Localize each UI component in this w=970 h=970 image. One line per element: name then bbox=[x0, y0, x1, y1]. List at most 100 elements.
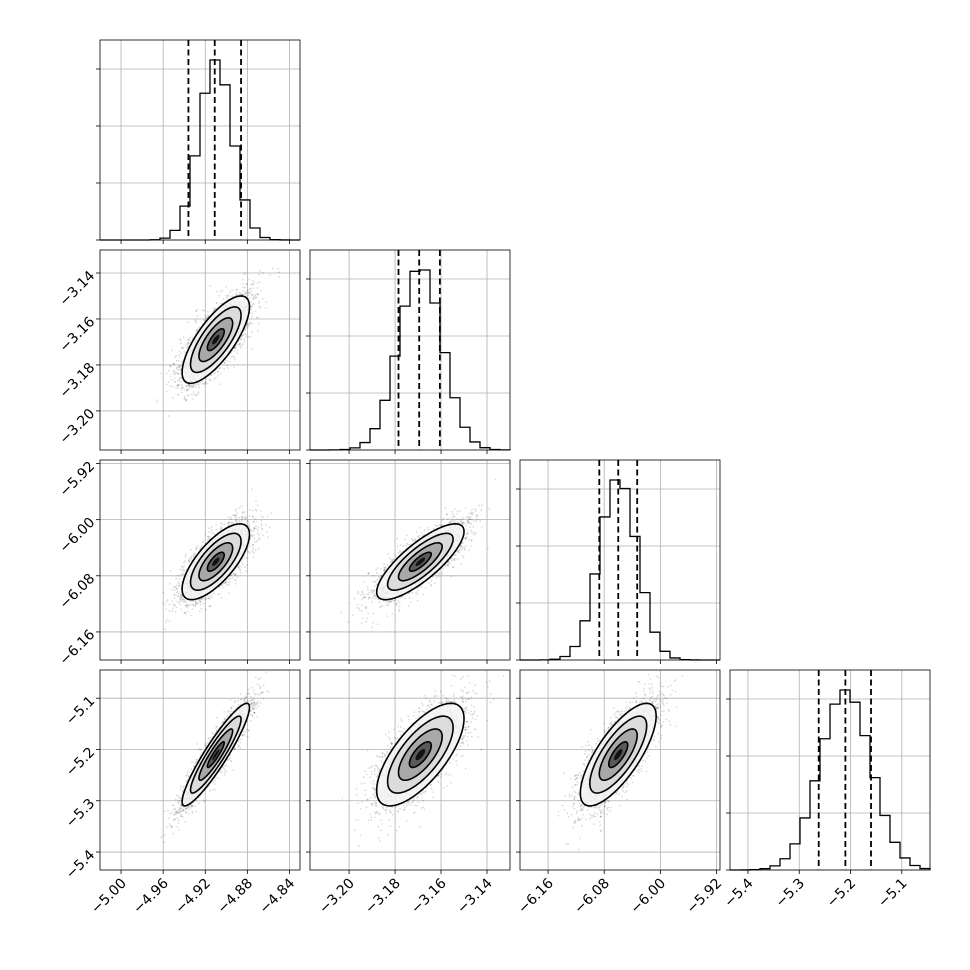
sample-point bbox=[178, 378, 181, 381]
sample-point bbox=[185, 385, 188, 388]
sample-point bbox=[182, 598, 184, 600]
sample-point bbox=[242, 283, 245, 285]
sample-point bbox=[234, 519, 237, 522]
sample-point bbox=[225, 582, 227, 585]
sample-point bbox=[180, 385, 183, 387]
sample-point bbox=[197, 381, 200, 384]
sample-point bbox=[241, 293, 244, 296]
sample-point bbox=[188, 384, 191, 387]
histogram-3 bbox=[520, 479, 720, 661]
sample-point bbox=[175, 586, 178, 589]
sample-point bbox=[178, 383, 181, 386]
sample-point bbox=[196, 308, 199, 311]
sample-point bbox=[220, 528, 223, 530]
sample-point bbox=[195, 393, 198, 396]
sample-point bbox=[244, 272, 247, 274]
sample-point bbox=[178, 366, 181, 369]
sample-point bbox=[185, 604, 188, 607]
sample-point bbox=[187, 343, 189, 346]
sample-point bbox=[177, 384, 180, 386]
sample-point bbox=[178, 365, 181, 367]
sample-point bbox=[186, 346, 189, 349]
sample-point bbox=[244, 293, 246, 295]
sample-point bbox=[270, 512, 272, 514]
sample-point bbox=[210, 374, 212, 377]
sample-point bbox=[249, 335, 252, 338]
sample-point bbox=[251, 330, 254, 333]
sample-point bbox=[192, 383, 195, 386]
sample-point bbox=[193, 552, 196, 554]
sample-point bbox=[235, 294, 238, 296]
sample-point bbox=[239, 572, 242, 574]
sample-point bbox=[213, 308, 216, 310]
sample-point bbox=[194, 547, 197, 550]
sample-point bbox=[186, 394, 189, 397]
sample-point bbox=[193, 393, 196, 396]
sample-point bbox=[197, 392, 200, 395]
sample-point bbox=[223, 367, 226, 370]
sample-point bbox=[173, 380, 176, 383]
sample-point bbox=[219, 383, 222, 386]
sample-point bbox=[215, 523, 218, 526]
sample-point bbox=[239, 293, 242, 295]
sample-point bbox=[183, 612, 186, 614]
sample-point bbox=[234, 578, 236, 581]
sample-point bbox=[192, 604, 195, 606]
sample-point bbox=[200, 381, 203, 384]
sample-point bbox=[188, 336, 191, 339]
sample-point bbox=[220, 522, 222, 524]
sample-point bbox=[228, 521, 231, 524]
sample-point bbox=[260, 515, 263, 518]
sample-point bbox=[255, 316, 258, 319]
sample-point bbox=[236, 349, 239, 351]
sample-point bbox=[195, 310, 198, 313]
sample-point bbox=[251, 348, 254, 350]
sample-point bbox=[252, 287, 255, 290]
sample-point bbox=[224, 581, 227, 584]
sample-point bbox=[236, 352, 239, 355]
sample-point bbox=[180, 573, 183, 576]
sample-point bbox=[242, 293, 244, 296]
sample-point bbox=[220, 596, 223, 599]
sample-point bbox=[208, 597, 210, 600]
sample-point bbox=[266, 531, 269, 533]
sample-point bbox=[250, 308, 253, 311]
sample-point bbox=[178, 592, 180, 595]
sample-point bbox=[225, 296, 228, 299]
sample-point bbox=[232, 572, 235, 575]
sample-point bbox=[181, 572, 184, 575]
sample-point bbox=[268, 526, 271, 529]
sample-point bbox=[176, 384, 179, 387]
sample-point bbox=[247, 292, 250, 294]
sample-point bbox=[217, 374, 220, 377]
sample-point bbox=[175, 367, 178, 369]
sample-point bbox=[240, 515, 243, 518]
sample-point bbox=[181, 346, 184, 349]
sample-point bbox=[173, 589, 176, 591]
sample-point bbox=[251, 535, 254, 538]
sample-point bbox=[180, 377, 183, 380]
sample-point bbox=[171, 385, 174, 388]
sample-point bbox=[213, 377, 216, 380]
sample-point bbox=[247, 335, 250, 338]
sample-point bbox=[250, 284, 253, 286]
sample-point bbox=[257, 526, 260, 528]
sample-point bbox=[204, 315, 207, 317]
sample-point bbox=[173, 594, 176, 596]
sample-point bbox=[192, 600, 195, 602]
sample-point bbox=[202, 540, 205, 542]
sample-point bbox=[182, 598, 185, 601]
sample-point bbox=[241, 512, 244, 514]
sample-point bbox=[206, 382, 209, 385]
sample-point bbox=[236, 288, 238, 291]
sample-point bbox=[247, 324, 250, 326]
sample-point bbox=[244, 517, 247, 520]
sample-point bbox=[247, 322, 250, 325]
sample-point bbox=[186, 338, 189, 341]
sample-point bbox=[176, 369, 179, 371]
sample-point bbox=[173, 594, 176, 596]
sample-point bbox=[244, 290, 247, 293]
sample-point bbox=[259, 306, 262, 309]
sample-point bbox=[239, 347, 242, 349]
sample-point bbox=[248, 278, 251, 281]
